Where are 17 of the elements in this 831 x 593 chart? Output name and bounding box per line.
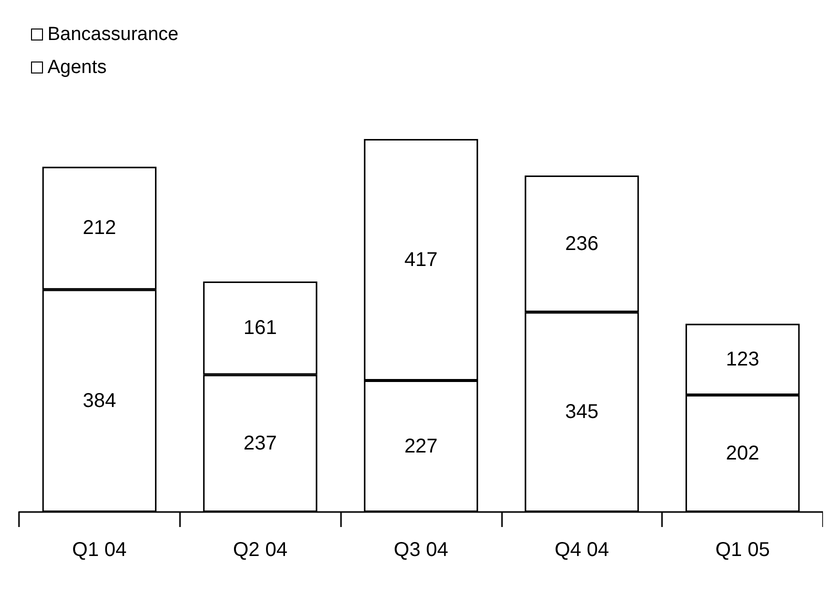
data-label: 345 xyxy=(565,401,598,424)
data-label: 227 xyxy=(404,435,438,458)
data-label: 212 xyxy=(82,217,116,240)
x-tick-label: Q1 04 xyxy=(72,539,127,561)
x-tick-label: Q4 04 xyxy=(554,539,610,561)
data-label: 161 xyxy=(244,317,277,340)
x-tick-label: Q1 05 xyxy=(715,539,770,561)
legend-label: Agents xyxy=(48,57,107,78)
data-label: 123 xyxy=(726,348,760,370)
x-tick-label: Q2 04 xyxy=(232,539,288,561)
data-label: 417 xyxy=(404,248,438,271)
data-label: 237 xyxy=(244,432,277,454)
data-label: 236 xyxy=(565,232,598,255)
x-tick-label: Q3 04 xyxy=(394,539,448,561)
legend-label: Bancassurance xyxy=(48,24,178,45)
data-label: 202 xyxy=(726,442,760,464)
data-label: 384 xyxy=(82,390,116,412)
